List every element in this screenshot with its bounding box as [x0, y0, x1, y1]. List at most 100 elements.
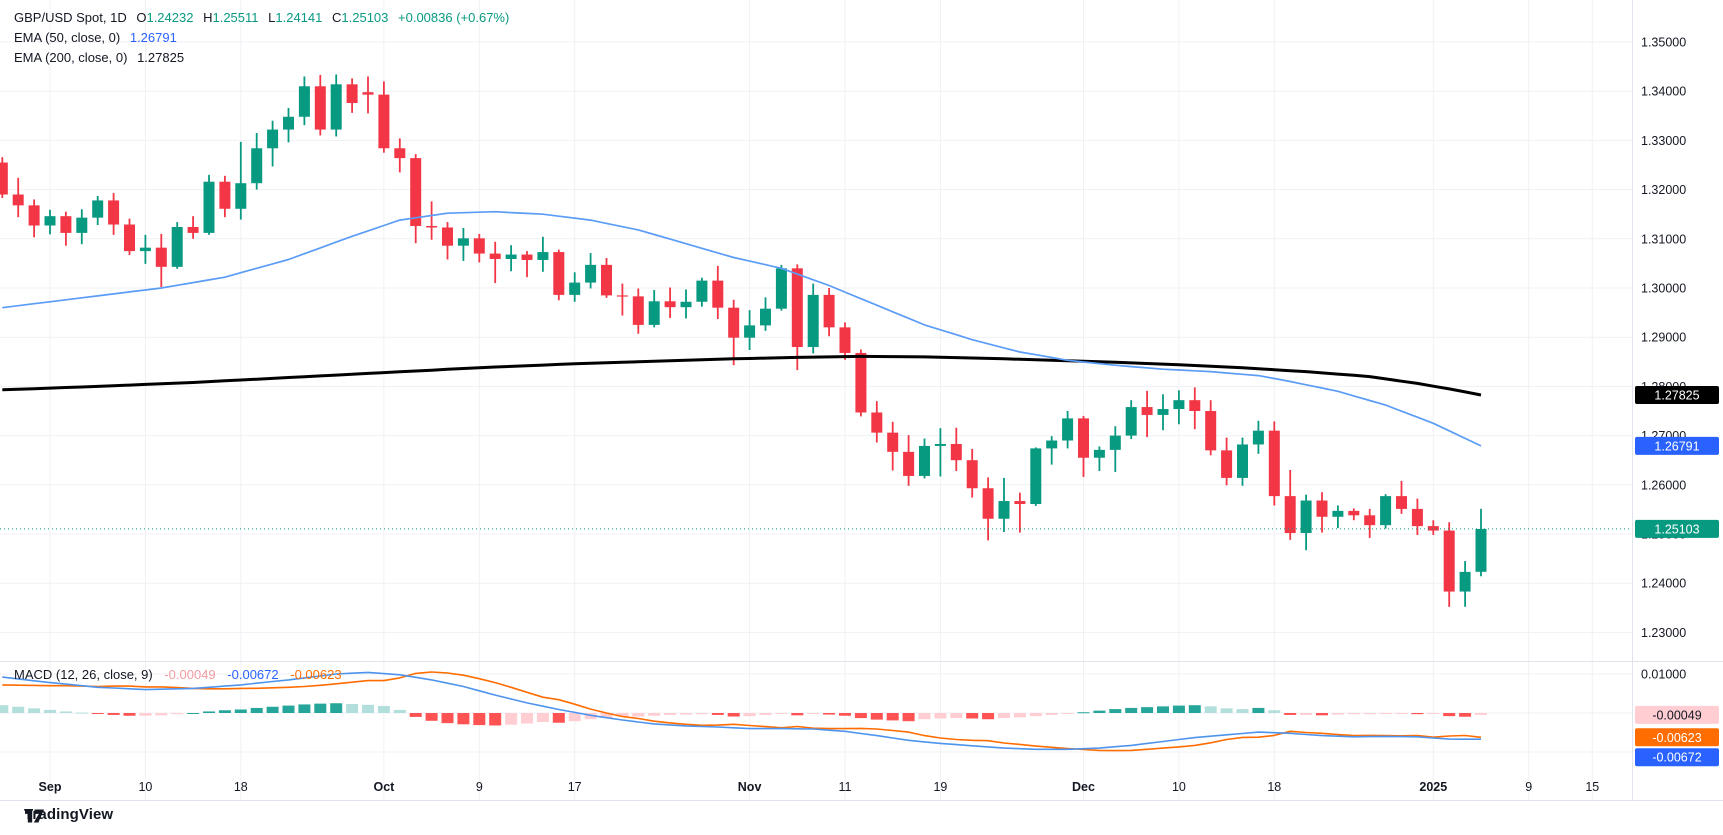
candle[interactable]: [1284, 470, 1296, 540]
candle[interactable]: [457, 227, 469, 261]
candle[interactable]: [1475, 508, 1487, 577]
time-axis-label[interactable]: 17: [568, 780, 582, 794]
candle[interactable]: [648, 289, 660, 328]
candle[interactable]: [760, 297, 771, 331]
candle[interactable]: [791, 264, 803, 371]
candle[interactable]: [664, 287, 676, 319]
candle[interactable]: [887, 421, 899, 471]
candle[interactable]: [219, 175, 231, 218]
candle[interactable]: [1268, 421, 1280, 506]
time-axis-label[interactable]: 19: [933, 780, 947, 794]
candle[interactable]: [505, 245, 517, 272]
time-axis[interactable]: Sep 10 18 Oct 9 17 Nov 11 19 Dec 10 18 2025 9 15: [39, 780, 1600, 794]
candle[interactable]: [1141, 390, 1153, 438]
candle[interactable]: [1411, 498, 1423, 535]
candle[interactable]: [1125, 400, 1137, 440]
candle[interactable]: [919, 438, 930, 479]
candle[interactable]: [76, 209, 88, 245]
candle[interactable]: [982, 477, 994, 541]
candle[interactable]: [394, 138, 406, 173]
candle[interactable]: [1030, 447, 1042, 506]
tradingview-branding[interactable]: TradingView: [24, 806, 113, 823]
price-axis[interactable]: 1.35000 1.34000 1.33000 1.32000 1.31000 1.300…: [1635, 36, 1719, 767]
candle[interactable]: [1189, 387, 1201, 430]
candle[interactable]: [569, 272, 581, 302]
candle[interactable]: [346, 78, 358, 113]
candle[interactable]: [966, 448, 978, 498]
candle[interactable]: [553, 249, 565, 301]
candle[interactable]: [1252, 420, 1264, 454]
candle[interactable]: [1062, 411, 1074, 449]
candle[interactable]: [871, 401, 883, 443]
macd-line[interactable]: [2, 671, 1481, 751]
time-axis-label[interactable]: 18: [234, 780, 248, 794]
time-axis-label[interactable]: Dec: [1072, 780, 1095, 794]
candle[interactable]: [537, 236, 549, 272]
candle[interactable]: [171, 222, 183, 269]
candle[interactable]: [632, 288, 644, 334]
candle[interactable]: [362, 76, 374, 114]
candle[interactable]: [903, 435, 915, 486]
candle[interactable]: [601, 257, 612, 298]
candle[interactable]: [950, 427, 962, 472]
candle[interactable]: [378, 81, 390, 153]
candle[interactable]: [155, 233, 167, 288]
candle[interactable]: [283, 107, 294, 143]
symbol-legend-row[interactable]: GBP/USD Spot, 1D O1.24232 H1.25511 L1.24…: [14, 8, 509, 28]
candle[interactable]: [489, 241, 501, 284]
candle[interactable]: [1427, 520, 1439, 535]
candle[interactable]: [1237, 437, 1248, 486]
candle[interactable]: [616, 283, 628, 316]
candle[interactable]: [442, 222, 453, 260]
candle[interactable]: [775, 264, 787, 311]
candle[interactable]: [839, 322, 851, 360]
time-axis-label[interactable]: Sep: [39, 780, 62, 794]
candle[interactable]: [1300, 494, 1312, 551]
candle[interactable]: [1364, 508, 1376, 538]
candle[interactable]: [1014, 492, 1026, 533]
ema200-legend-row[interactable]: EMA (200, close, 0) 1.27825: [14, 48, 509, 68]
candle[interactable]: [410, 154, 422, 244]
candle[interactable]: [712, 265, 724, 319]
macd-pane[interactable]: [0, 671, 1487, 752]
candle[interactable]: [744, 310, 756, 350]
time-axis-label[interactable]: 9: [1525, 780, 1532, 794]
candle[interactable]: [1109, 426, 1121, 473]
candle[interactable]: [680, 289, 692, 319]
candle[interactable]: [139, 234, 151, 264]
ema50-line[interactable]: [2, 210, 1482, 447]
candle[interactable]: [330, 74, 342, 137]
candle[interactable]: [1380, 494, 1392, 529]
candle[interactable]: [60, 211, 72, 246]
price-pane[interactable]: [0, 74, 1632, 607]
candle[interactable]: [807, 283, 819, 354]
candle[interactable]: [1443, 522, 1455, 607]
time-axis-label[interactable]: 10: [1172, 780, 1186, 794]
candle[interactable]: [426, 201, 438, 240]
time-axis-label[interactable]: Oct: [373, 780, 395, 794]
candle[interactable]: [998, 477, 1010, 533]
ema50-legend-row[interactable]: EMA (50, close, 0) 1.26791: [14, 28, 509, 48]
candle[interactable]: [298, 76, 310, 126]
candle[interactable]: [1046, 436, 1058, 465]
candle[interactable]: [187, 216, 199, 239]
candle[interactable]: [473, 233, 485, 263]
candle[interactable]: [1093, 446, 1105, 472]
candle[interactable]: [12, 177, 24, 218]
candle[interactable]: [1173, 390, 1185, 425]
time-axis-label[interactable]: 18: [1267, 780, 1281, 794]
candle[interactable]: [1396, 480, 1407, 514]
time-axis-label[interactable]: 15: [1585, 780, 1599, 794]
candle[interactable]: [1157, 394, 1169, 431]
candle[interactable]: [314, 74, 326, 136]
candle[interactable]: [823, 288, 835, 337]
candle[interactable]: [1332, 505, 1344, 529]
candle[interactable]: [1459, 561, 1471, 607]
time-axis-label[interactable]: 11: [839, 780, 852, 794]
macd-signal-line[interactable]: [2, 671, 1482, 752]
candle[interactable]: [934, 428, 946, 477]
candle[interactable]: [1221, 437, 1233, 486]
candle[interactable]: [0, 157, 8, 198]
candle[interactable]: [92, 195, 104, 226]
